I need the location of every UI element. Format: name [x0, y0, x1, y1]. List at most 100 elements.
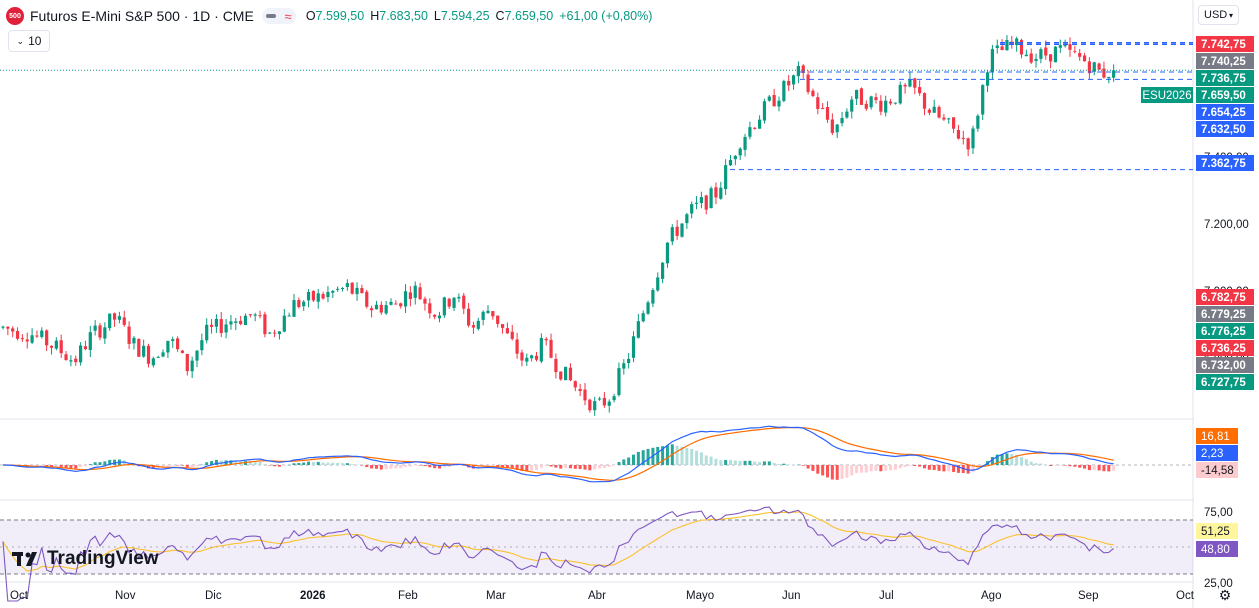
collapse-indicators-button[interactable]: ⌄ 10: [8, 30, 50, 52]
price-badge: [1196, 53, 1254, 69]
candle-body: [1, 326, 5, 328]
candle-body: [670, 227, 674, 242]
candle-body: [20, 338, 24, 340]
tradingview-logo[interactable]: TradingView: [12, 548, 159, 570]
rsi-badge: [1196, 541, 1238, 557]
macd-histogram-bar: [40, 465, 44, 466]
candle-body: [840, 117, 844, 124]
candle-body: [195, 350, 199, 361]
candle-body: [224, 324, 228, 333]
rsi-tick-label: 75,00: [1204, 507, 1233, 519]
rsi-ma-line: [2, 511, 1114, 572]
macd-histogram-bar: [64, 465, 68, 469]
candle-body: [961, 137, 965, 139]
macd-histogram-bar: [108, 459, 112, 465]
symbol-tag-label: ESU2026: [1142, 90, 1191, 102]
macd-histogram-bar: [724, 459, 728, 465]
macd-histogram-bar: [908, 465, 912, 466]
candle-body: [277, 331, 282, 335]
macd-histogram-bar: [937, 465, 941, 471]
price-badge: [1196, 87, 1254, 103]
macd-badge-label: 16,81: [1201, 431, 1230, 443]
macd-histogram-bar: [821, 465, 825, 476]
candle-body: [321, 294, 325, 299]
macd-histogram-bar: [641, 450, 645, 465]
macd-histogram-bar: [767, 461, 771, 465]
macd-histogram-bar: [1058, 465, 1062, 466]
candle-body: [1102, 68, 1106, 78]
macd-histogram-bar: [214, 459, 218, 465]
macd-histogram-bar: [433, 465, 437, 469]
macd-histogram-bar: [355, 464, 359, 466]
time-tick-label: Sep: [1078, 590, 1098, 602]
macd-histogram-bar: [956, 465, 960, 473]
market-status-badge[interactable]: ≈: [261, 8, 296, 24]
time-tick-label: Oct: [10, 590, 29, 602]
macd-histogram-bar: [1097, 465, 1101, 471]
macd-histogram-bar: [389, 465, 393, 469]
macd-histogram-bar: [341, 463, 344, 465]
macd-histogram-bar: [1049, 465, 1053, 466]
candle-body: [379, 304, 383, 313]
candle-body: [146, 345, 151, 364]
macd-histogram-bar: [258, 461, 262, 465]
candle-body: [103, 327, 107, 339]
candle-body: [806, 74, 810, 92]
candle-body: [1078, 52, 1082, 57]
macd-histogram-bar: [307, 461, 311, 465]
macd-histogram-bar: [370, 465, 374, 469]
macd-histogram-bar: [568, 465, 572, 469]
macd-histogram-bar: [316, 461, 320, 465]
candle-body: [694, 202, 699, 204]
macd-histogram-bar: [229, 460, 233, 465]
candle-body: [1092, 62, 1096, 72]
macd-histogram-bar: [840, 465, 844, 480]
candle-body: [1034, 59, 1038, 61]
macd-histogram-bar: [74, 465, 78, 469]
macd-histogram-bar: [792, 464, 796, 466]
macd-histogram-bar: [656, 446, 660, 465]
macd-histogram-bar: [598, 465, 602, 469]
macd-histogram-bar: [248, 461, 252, 465]
macd-histogram-bar: [282, 465, 286, 466]
price-badge-label: 7.736,75: [1201, 73, 1246, 85]
macd-histogram-bar: [859, 465, 863, 473]
macd-histogram-bar: [578, 465, 582, 470]
macd-histogram-bar: [331, 462, 335, 465]
candle-body: [554, 358, 558, 373]
candle-body: [433, 314, 437, 317]
macd-histogram-bar: [893, 465, 897, 470]
symbol-title[interactable]: Futuros E-Mini S&P 500 · 1D · CME: [30, 8, 254, 24]
macd-histogram-bar: [379, 465, 383, 470]
macd-histogram-bar: [292, 463, 296, 465]
price-badge-label: 6.727,75: [1201, 377, 1246, 389]
macd-badge-label: 2,23: [1201, 448, 1223, 460]
time-tick-label: Oct: [1176, 590, 1195, 602]
candle-body: [185, 353, 189, 372]
candle-body: [753, 127, 757, 129]
macd-histogram-bar: [253, 461, 257, 465]
symbol-logo[interactable]: 500: [6, 7, 24, 25]
candle-body: [719, 187, 723, 199]
macd-histogram-bar: [898, 465, 902, 469]
candle-body: [496, 315, 500, 324]
gear-icon[interactable]: ⚙: [1218, 586, 1232, 603]
candle-body: [762, 101, 767, 121]
candle-body: [1082, 55, 1087, 62]
candle-body: [243, 315, 248, 325]
macd-histogram-bar: [1083, 465, 1087, 469]
macd-histogram-bar: [1044, 464, 1048, 466]
macd-histogram-bar: [913, 465, 917, 467]
macd-histogram-bar: [428, 465, 432, 468]
macd-histogram-bar: [413, 465, 417, 466]
candle-body: [336, 288, 340, 290]
macd-histogram-bar: [350, 464, 354, 465]
currency-selector[interactable]: USD ▾: [1198, 5, 1239, 25]
macd-histogram-bar: [1034, 463, 1038, 465]
candle-body: [665, 242, 670, 264]
macd-histogram-bar: [535, 465, 538, 471]
macd-signal-line: [3, 426, 1114, 481]
candle-body: [602, 397, 606, 406]
candle-body: [340, 287, 345, 289]
